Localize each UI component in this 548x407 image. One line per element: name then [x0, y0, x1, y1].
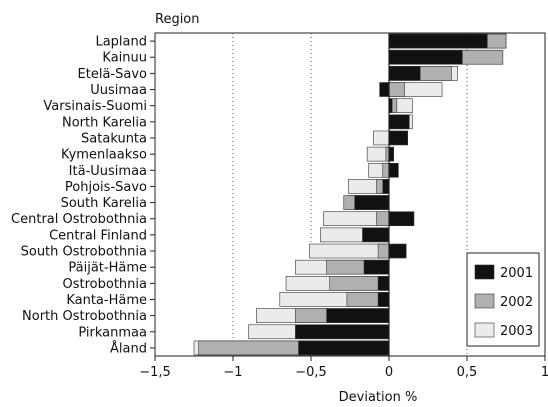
- category-label-kanta-hame: Kanta-Häme: [66, 293, 147, 308]
- bar-lapland-2001: [388, 33, 488, 49]
- bar-uusimaa-2001: [379, 82, 390, 97]
- bar-central-ostrobothnia-2001: [388, 211, 415, 227]
- bar-kymenlaakso-2001: [388, 146, 394, 162]
- bar-satakunta-2003: [373, 130, 390, 146]
- bar-south-ostrobothnia-2001: [388, 243, 407, 259]
- bar-north-karelia-2001: [388, 114, 410, 130]
- category-label-aland: Åland: [110, 340, 147, 356]
- x-tick-label: 0: [385, 365, 393, 380]
- bar-south-ostrobothnia-2002: [377, 243, 390, 259]
- category-label-central-ostrobothnia: Central Ostrobothnia: [11, 212, 147, 227]
- category-label-lapland: Lapland: [95, 35, 147, 50]
- legend-swatch-2002: [474, 293, 495, 309]
- category-label-uusimaa: Uusimaa: [90, 83, 147, 98]
- x-tick-label: −0,5: [295, 365, 327, 380]
- bar-central-ostrobothnia-2002: [376, 211, 390, 227]
- category-label-pohjois-savo: Pohjois-Savo: [65, 180, 147, 195]
- x-tick-label: −1: [223, 365, 242, 380]
- legend-swatch-2003: [474, 322, 495, 338]
- bars-layer: [193, 33, 507, 356]
- x-tick-labels: −1,5 −1 −0,5 0 0,5 1: [139, 365, 548, 380]
- gridlines: [232, 33, 468, 356]
- bar-ita-uusimaa-2002: [382, 162, 390, 178]
- x-tick-label: 1: [541, 365, 548, 380]
- category-label-central-finland: Central Finland: [49, 228, 147, 243]
- category-label-north-ostrobothnia: North Ostrobothnia: [22, 309, 147, 324]
- category-label-north-karelia: North Karelia: [62, 115, 147, 130]
- plot-frame: [154, 32, 546, 357]
- category-label-paijat-hame: Päijät-Häme: [68, 261, 147, 276]
- category-label-etela-savo: Etelä-Savo: [78, 67, 147, 82]
- bar-south-ostrobothnia-2003: [309, 243, 390, 259]
- axes-layer: [150, 32, 546, 361]
- x-axis-title: Deviation %: [339, 390, 418, 405]
- legend-swatch-2001: [474, 264, 495, 280]
- legend-label-2002: 2002: [500, 295, 533, 310]
- x-tick-label: −1,5: [139, 365, 171, 380]
- x-tick-label: 0,5: [457, 365, 478, 380]
- legend: 2001 2002 2003: [466, 252, 540, 347]
- legend-label-2003: 2003: [500, 324, 533, 339]
- bar-etela-savo-2001: [388, 66, 421, 81]
- bar-uusimaa-2002: [388, 82, 405, 97]
- category-label-pirkanmaa: Pirkanmaa: [78, 325, 147, 340]
- bar-ita-uusimaa-2001: [388, 162, 399, 178]
- category-label-kymenlaakso: Kymenlaakso: [61, 148, 147, 163]
- bar-kanta-hame-2001: [377, 292, 390, 307]
- category-label-kainuu: Kainuu: [102, 51, 147, 66]
- category-label-ostrobothnia: Ostrobothnia: [63, 277, 147, 292]
- bar-paijat-hame-2001: [363, 259, 390, 275]
- category-label-south-ostrobothnia: South Ostrobothnia: [21, 245, 147, 260]
- bar-pohjois-savo-2001: [382, 179, 390, 194]
- bar-north-ostrobothnia-2001: [326, 308, 390, 323]
- category-label-ita-uusimaa: Itä-Uusimaa: [69, 164, 147, 179]
- bar-pirkanmaa-2001: [295, 324, 390, 340]
- bar-satakunta-2001: [388, 130, 409, 146]
- bar-kainuu-2001: [388, 49, 463, 65]
- y-axis-title: Region: [155, 12, 200, 27]
- category-labels: LaplandKainuuEtelä-SavoUusimaaVarsinais-…: [11, 35, 147, 357]
- category-label-satakunta: Satakunta: [81, 131, 147, 146]
- category-label-south-karelia: South Karelia: [61, 196, 147, 211]
- bar-ostrobothnia-2001: [377, 276, 390, 291]
- bar-south-karelia-2001: [354, 195, 390, 210]
- category-label-varsinais-suomi: Varsinais-Suomi: [43, 99, 147, 114]
- bar-aland-2001: [298, 340, 390, 356]
- legend-label-2001: 2001: [500, 266, 533, 281]
- bar-central-finland-2001: [362, 227, 390, 243]
